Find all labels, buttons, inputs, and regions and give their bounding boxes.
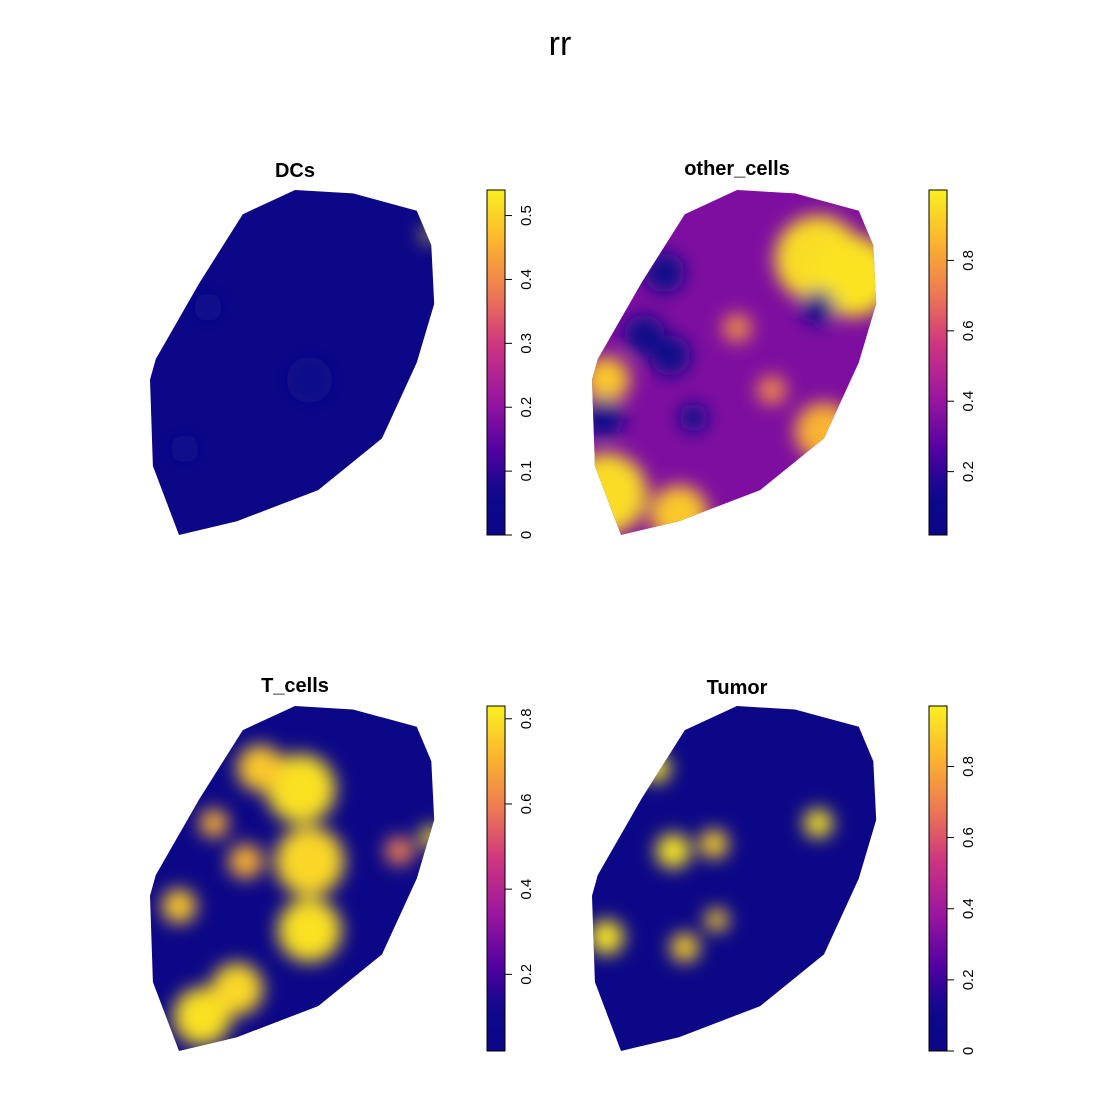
hotspot [384, 836, 414, 866]
colorbar-tick-label: 0.5 [518, 205, 535, 226]
hotspot [650, 335, 691, 376]
hotspot [644, 252, 685, 294]
hotspot [812, 235, 877, 317]
hotspot [421, 227, 435, 243]
colorbar-tick-label: 0.3 [518, 333, 535, 354]
hotspot [237, 744, 284, 792]
hotspot [699, 829, 729, 859]
hotspot [228, 843, 264, 879]
colorbar-tick-label: 0 [960, 1047, 977, 1055]
hotspot [161, 888, 197, 924]
panel-DCs: DCs 0 0.1 0.2 0.3 0.4 0.5 [150, 160, 535, 539]
hotspot [641, 753, 671, 783]
colorbar-tick-label: 0.6 [960, 320, 977, 341]
field-background [592, 706, 877, 1051]
hotspot [592, 453, 648, 535]
panel-other_cells: other_cells 0.2 0.4 0.6 0.8 [592, 158, 977, 536]
panel-Tumor: Tumor 0 0.2 0.4 0.6 0.8 [592, 677, 977, 1055]
panel-title: T_cells [261, 675, 329, 697]
colorbar-tick-label: 0.2 [518, 964, 535, 985]
colorbar [928, 189, 948, 536]
hotspot [210, 962, 264, 1016]
panel-title: Tumor [707, 677, 768, 699]
hotspot [655, 833, 691, 869]
hotspot [266, 754, 336, 824]
colorbar-tick-label: 0.8 [518, 708, 535, 729]
hotspot [199, 808, 229, 838]
intensity-field [150, 190, 435, 535]
intensity-field [592, 706, 877, 1051]
hotspot [592, 919, 624, 955]
colorbar-tick-label: 0.4 [960, 391, 977, 412]
hotspot [592, 356, 630, 403]
hotspot [419, 825, 435, 849]
panel-title: other_cells [684, 158, 790, 180]
hotspot [757, 375, 787, 405]
hotspot [170, 434, 200, 464]
colorbar-tick-label: 0.1 [518, 461, 535, 482]
colorbar-tick-label: 0.2 [518, 397, 535, 418]
colorbar-tick-label: 0.4 [960, 898, 977, 919]
hotspot [274, 826, 345, 897]
hotspot [193, 292, 223, 322]
hotspot [277, 898, 342, 963]
colorbar-tick-label: 0 [518, 531, 535, 539]
hotspot [803, 808, 833, 838]
hotspot [800, 289, 836, 325]
intensity-field [592, 190, 877, 535]
colorbar-tick-label: 0.4 [518, 269, 535, 290]
hotspot [650, 485, 708, 535]
colorbar-tick-label: 0.2 [960, 969, 977, 990]
colorbar [928, 705, 948, 1052]
panels: DCs 0 0.1 0.2 0.3 0.4 0.5 other_cells 0.2 0.4 0.6 0… [150, 158, 977, 1055]
hotspot [286, 356, 333, 403]
colorbar-tick-label: 0.8 [960, 250, 977, 271]
colorbar-tick-label: 0.2 [960, 461, 977, 482]
figure-title: rr [549, 25, 572, 63]
colorbar-tick-label: 0.6 [960, 827, 977, 848]
colorbar-tick-label: 0.8 [960, 756, 977, 777]
hotspot [592, 397, 624, 439]
colorbar [486, 189, 506, 536]
hotspot [679, 403, 708, 433]
colorbar-tick-label: 0.4 [518, 879, 535, 900]
hotspot [795, 402, 853, 461]
colorbar [486, 705, 506, 1052]
panel-T_cells: T_cells 0.2 0.4 0.6 0.8 [150, 675, 535, 1052]
hotspot [722, 313, 752, 343]
hotspot [670, 933, 700, 962]
intensity-field [150, 706, 435, 1051]
panel-title: DCs [275, 160, 315, 182]
colorbar-tick-label: 0.6 [518, 794, 535, 815]
hotspot [705, 908, 729, 932]
